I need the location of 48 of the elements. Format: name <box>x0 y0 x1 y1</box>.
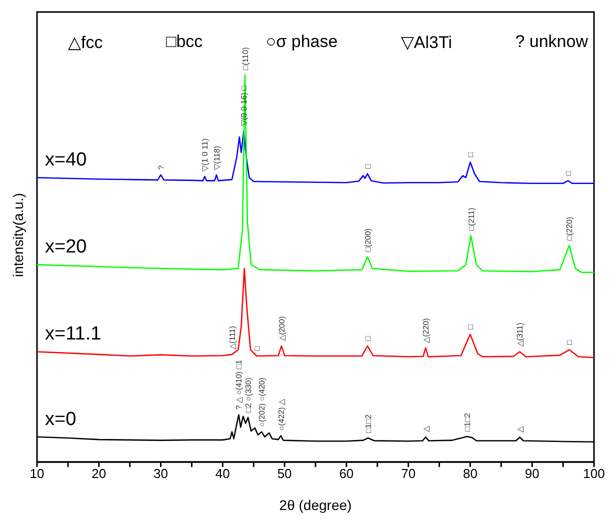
annotation: □(220) <box>565 216 574 240</box>
series-label: x=0 <box>45 408 76 430</box>
series-label: x=20 <box>45 236 87 258</box>
annotation: □ <box>466 152 476 158</box>
y-axis-title: intensity(a.u.) <box>10 192 26 278</box>
x-tick-label: 50 <box>277 466 292 482</box>
x-tick-label: 20 <box>92 466 106 482</box>
x-tick-label: 90 <box>524 466 540 482</box>
x-axis-title: 2θ (degree) <box>279 497 352 513</box>
annotation: □1□2 <box>463 412 472 432</box>
annotation: △ <box>422 425 431 432</box>
annotation: □2 ○(330) <box>244 377 254 413</box>
annotation: □ <box>565 340 574 345</box>
annotation: △ <box>516 425 525 432</box>
annotation: ○(202) ○(420) <box>258 377 267 427</box>
annotation: △(200) <box>277 316 286 341</box>
annotation: □ <box>252 346 262 351</box>
annotation: △(220) <box>422 318 431 343</box>
x-tick-label: 80 <box>462 466 478 482</box>
series-label: x=40 <box>45 150 87 171</box>
text: ? unknow <box>515 32 588 53</box>
annotation: ▽(1 0 11) <box>200 138 210 172</box>
annotation: □ <box>564 170 574 176</box>
annotation: ▽(0 0 16) □ <box>240 85 249 126</box>
x-tick-label: 60 <box>339 466 354 482</box>
annotation: □ <box>363 336 372 341</box>
annotation: ▽(118) <box>212 145 222 170</box>
annotation: □ <box>363 164 372 169</box>
text: △fcc <box>68 32 103 53</box>
annotation: □(200) <box>363 228 372 252</box>
annotation: ? △ ○(410) □1 <box>234 359 244 410</box>
annotation: ? <box>156 164 166 170</box>
annotation: △(311) <box>516 322 525 347</box>
x-tick-label: 100 <box>583 466 605 482</box>
x-tick-label: 10 <box>30 466 44 482</box>
annotation: ○(422) △ <box>276 398 286 431</box>
annotation: □(211) <box>466 207 476 231</box>
x-tick-label: 40 <box>215 466 230 482</box>
annotation: □ <box>466 324 476 330</box>
series-label: x=11.1 <box>45 324 102 345</box>
annotation: △(111) <box>228 326 237 350</box>
x-tick-label: 30 <box>154 466 168 482</box>
x-tick-label: 70 <box>401 466 416 482</box>
annotation: □1□2 <box>364 414 374 434</box>
text: □bcc <box>166 32 203 53</box>
annotation: □(110) <box>240 46 250 70</box>
text: ○σ phase <box>266 32 338 53</box>
text: ▽Al3Ti <box>400 32 452 53</box>
